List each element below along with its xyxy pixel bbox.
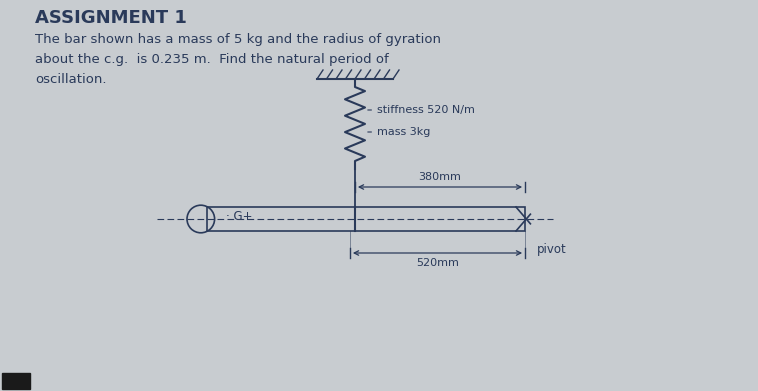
Text: oscillation.: oscillation.: [35, 73, 107, 86]
Text: about the c.g.  is 0.235 m.  Find the natural period of: about the c.g. is 0.235 m. Find the natu…: [35, 53, 389, 66]
Text: · G+: · G+: [226, 210, 252, 222]
Text: 520mm: 520mm: [416, 258, 459, 268]
Text: pivot: pivot: [537, 243, 567, 256]
Text: The bar shown has a mass of 5 kg and the radius of gyration: The bar shown has a mass of 5 kg and the…: [35, 33, 441, 46]
Text: mass 3kg: mass 3kg: [368, 127, 431, 137]
Bar: [2, 373, 30, 389]
Text: stiffness 520 N/m: stiffness 520 N/m: [368, 105, 475, 115]
Bar: [207, 207, 525, 231]
Text: 380mm: 380mm: [418, 172, 462, 182]
Text: ASSIGNMENT 1: ASSIGNMENT 1: [35, 9, 187, 27]
